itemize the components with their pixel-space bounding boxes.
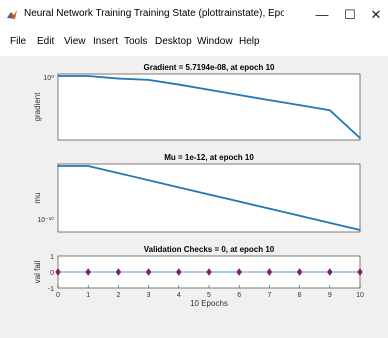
- y-axis-label: mu: [33, 192, 42, 203]
- data-point: [85, 268, 91, 276]
- y-axis-label: val fail: [33, 260, 42, 283]
- data-point: [55, 268, 61, 276]
- data-point: [115, 268, 122, 276]
- data-point: [298, 214, 301, 217]
- data-point: [238, 94, 240, 96]
- y-tick-label: 0: [50, 270, 54, 277]
- menu-view[interactable]: View: [64, 36, 86, 47]
- x-tick-label: 0: [56, 292, 60, 299]
- figure-area: Gradient = 5.7194e-08, at epoch 10 gradie…: [0, 56, 388, 338]
- y-tick-label: 10⁰: [43, 74, 54, 82]
- data-point: [296, 268, 303, 276]
- data-point: [268, 99, 271, 101]
- menu-file[interactable]: File: [10, 36, 27, 47]
- plot-panel-1: [57, 163, 361, 233]
- menu-edit[interactable]: Edit: [37, 36, 55, 47]
- data-point: [357, 268, 363, 276]
- data-point: [268, 207, 271, 210]
- plot-panel-2: [55, 255, 363, 289]
- x-tick-label: 3: [147, 292, 151, 299]
- x-axis-label: 10 Epochs: [190, 299, 228, 308]
- data-point: [178, 186, 180, 189]
- y-tick-label: 1: [50, 254, 54, 261]
- maximize-button[interactable]: ☐: [344, 7, 356, 22]
- data-point: [327, 268, 333, 276]
- data-point: [329, 222, 331, 224]
- data-point: [359, 229, 361, 231]
- y-tick-label: 10⁻¹⁰: [37, 216, 54, 224]
- data-point: [266, 268, 273, 276]
- data-point: [87, 165, 89, 167]
- data-point: [359, 137, 361, 139]
- menu-desktop[interactable]: Desktop: [155, 36, 192, 47]
- title-bar[interactable]: Neural Network Training Training State (…: [0, 0, 388, 30]
- data-point: [87, 75, 89, 77]
- data-point: [145, 268, 152, 276]
- x-tick-label: 7: [267, 292, 271, 299]
- data-point: [236, 268, 242, 276]
- plot-title: Mu = 1e-12, at epoch 10: [164, 153, 254, 162]
- menu-help[interactable]: Help: [239, 36, 260, 47]
- x-tick-label: 5: [207, 292, 211, 299]
- y-axis-label: gradient: [33, 92, 42, 122]
- data-point: [178, 83, 180, 86]
- x-tick-label: 9: [328, 292, 332, 299]
- minimize-button[interactable]: —: [315, 7, 329, 22]
- data-point: [206, 268, 212, 276]
- window-title: Neural Network Training Training State (…: [24, 8, 284, 19]
- y-tick-label: -1: [48, 286, 54, 293]
- x-tick-label: 2: [116, 292, 120, 299]
- data-point: [208, 88, 210, 91]
- plot-panel-0: [57, 73, 361, 141]
- plot-title: Gradient = 5.7194e-08, at epoch 10: [144, 63, 276, 72]
- data-point: [238, 200, 240, 203]
- menu-insert[interactable]: Insert: [93, 36, 119, 47]
- matlab-icon: [7, 10, 17, 19]
- data-point: [147, 179, 150, 182]
- data-point: [117, 172, 120, 174]
- data-point: [57, 165, 59, 167]
- x-tick-label: 4: [177, 292, 181, 299]
- x-tick-label: 8: [298, 292, 302, 299]
- data-point: [329, 109, 331, 112]
- plot-axes-box: [57, 163, 361, 233]
- data-point: [208, 193, 210, 196]
- menu-bar: File Edit View Insert Tools Desktop Wind…: [0, 36, 388, 54]
- x-tick-label: 6: [237, 292, 241, 299]
- close-button[interactable]: ✕: [370, 7, 382, 22]
- data-point: [117, 77, 120, 80]
- data-point: [147, 79, 150, 81]
- training-state-plots: Gradient = 5.7194e-08, at epoch 10 gradie…: [33, 63, 364, 308]
- plot-title: Validation Checks = 0, at epoch 10: [144, 245, 275, 254]
- data-point: [298, 104, 301, 106]
- x-tick-label: 10: [356, 292, 364, 299]
- data-point: [176, 268, 182, 276]
- data-point: [57, 75, 59, 77]
- menu-window[interactable]: Window: [197, 36, 233, 47]
- x-tick-label: 1: [86, 292, 90, 299]
- menu-tools[interactable]: Tools: [124, 36, 148, 47]
